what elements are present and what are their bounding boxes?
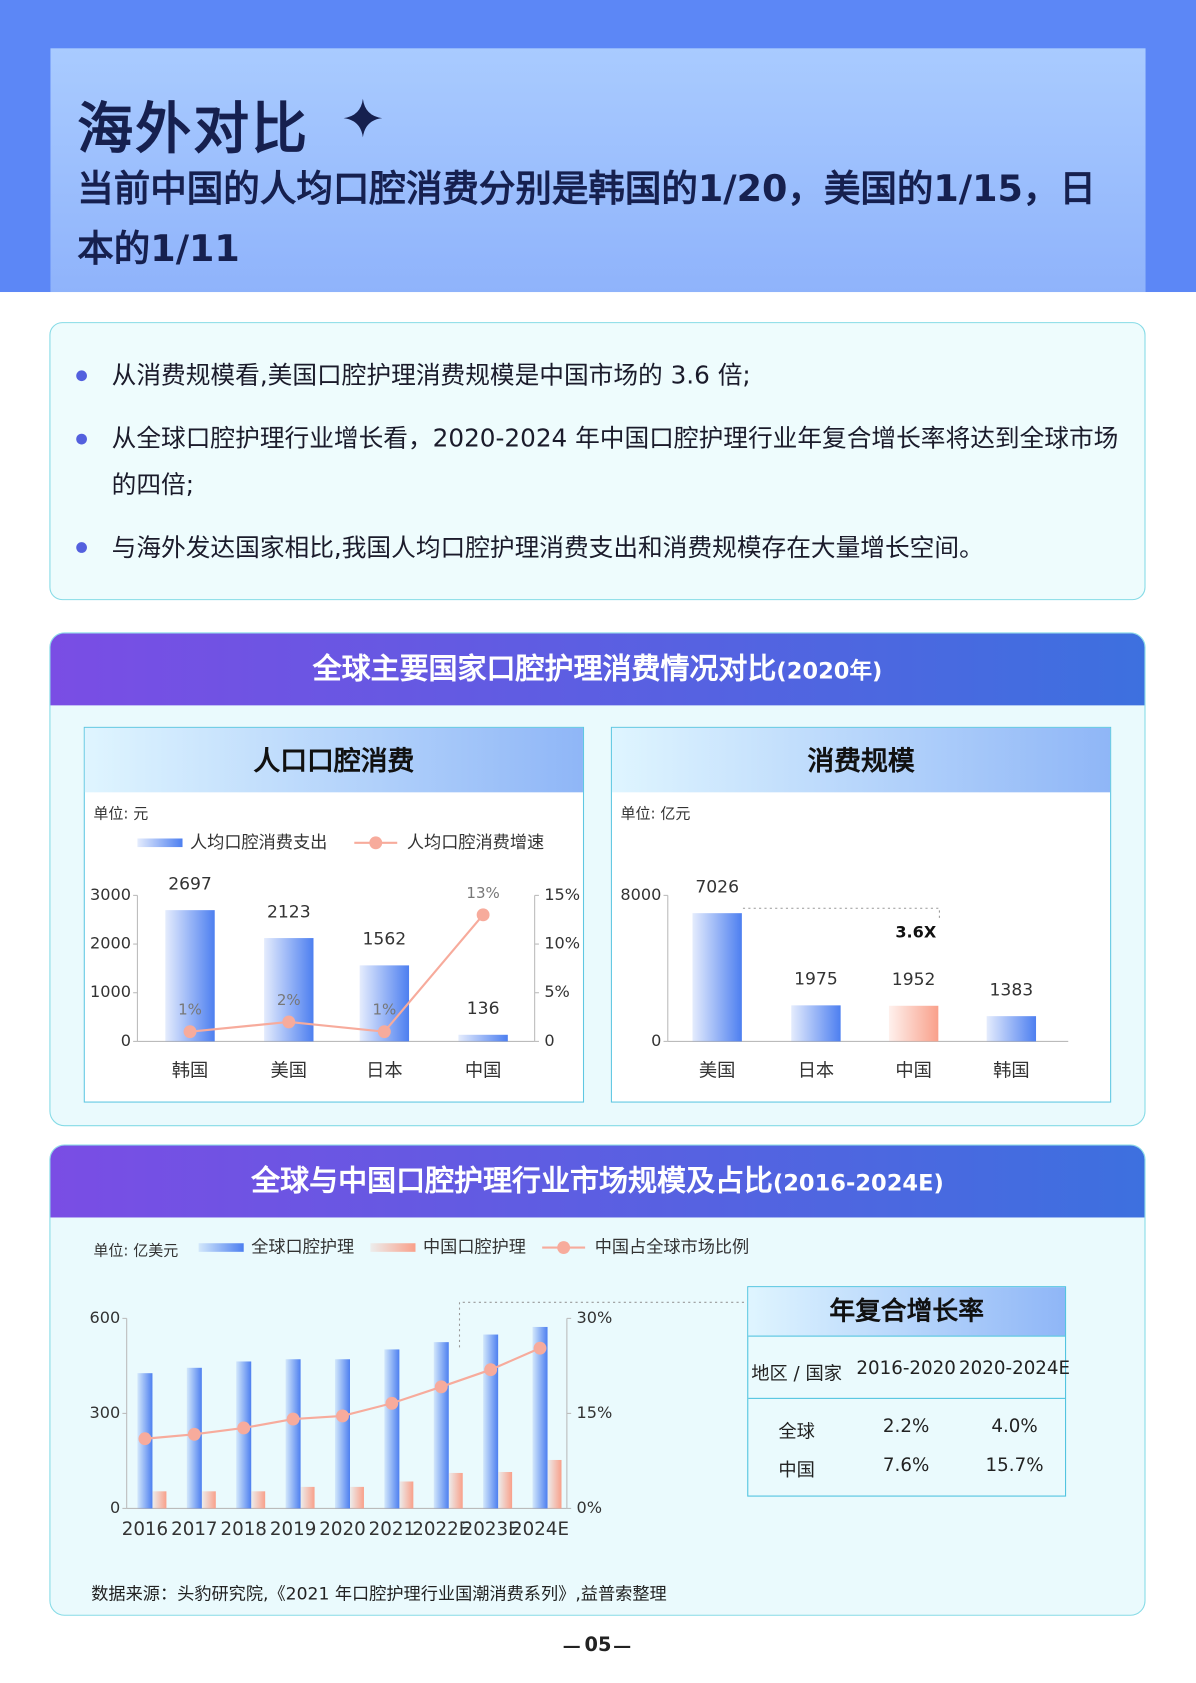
table-cell: 2.2% [882, 1416, 930, 1438]
section-header: 全球主要国家口腔护理消费情况对比(2020年) [50, 633, 1145, 706]
page-subtitle: 当前中国的人均口腔消费分别是韩国的1/20，美国的1/15，日本的1/11 [77, 167, 1096, 271]
section-header: 全球与中国口腔护理行业市场规模及占比(2016-2024E) [50, 1145, 1145, 1218]
chart-title: 消费规模 [611, 727, 1111, 793]
section-title: 全球与中国口腔护理行业市场规模及占比 [251, 1164, 773, 1199]
table-cell: 全球 [778, 1421, 815, 1443]
table-cell: 15.7% [985, 1454, 1044, 1477]
bullet-text: 与海外发达国家相比,我国人均口腔护理消费支出和消费规模存在大量增长空间。 [111, 534, 984, 563]
cagr-table: 年复合增长率 地区 / 国家 2016-2020 2020-2024E 全球 2… [747, 1286, 1070, 1497]
bullet-dot [76, 433, 87, 445]
bullet-text: 从消费规模看,美国口腔护理消费规模是中国市场的 3.6 倍; [111, 361, 751, 390]
page-title: 海外对比 [77, 97, 310, 163]
bullet-box [49, 322, 1146, 601]
bullet-text: 从全球口腔护理行业增长看，2020-2024 年中国口腔护理行业年复合增长率将达… [111, 425, 1119, 500]
table-header-cell: 地区 / 国家 [751, 1363, 842, 1385]
page-number: 05 [584, 1634, 612, 1657]
source-note: 数据来源：头豹研究院,《2021 年口腔护理行业国潮消费系列》,益普索整理 [91, 1583, 667, 1604]
header-panel [50, 48, 1146, 293]
chart-title: 人口口腔消费 [84, 727, 583, 793]
table-title: 年复合增长率 [748, 1287, 1066, 1337]
table-cell: 中国 [778, 1460, 815, 1482]
table-cell: 7.6% [882, 1454, 930, 1477]
table-header-cell: 2020-2024E [959, 1358, 1071, 1380]
table-cell: 4.0% [991, 1416, 1038, 1438]
section-title: 全球主要国家口腔护理消费情况对比 [312, 652, 777, 687]
section-period: (2020年) [776, 658, 883, 684]
star-icon [343, 98, 383, 138]
table-header-row: 地区 / 国家 2016-2020 2020-2024E [748, 1336, 1070, 1399]
table-header-cell: 2016-2020 [856, 1358, 956, 1380]
chart-panel: 消费规模 [610, 726, 1112, 1103]
section-period: (2016-2024E) [772, 1170, 944, 1197]
bullet-dot [76, 370, 87, 382]
chart-panel: 人口口腔消费 [83, 726, 585, 1103]
bullet-dot [76, 542, 87, 553]
